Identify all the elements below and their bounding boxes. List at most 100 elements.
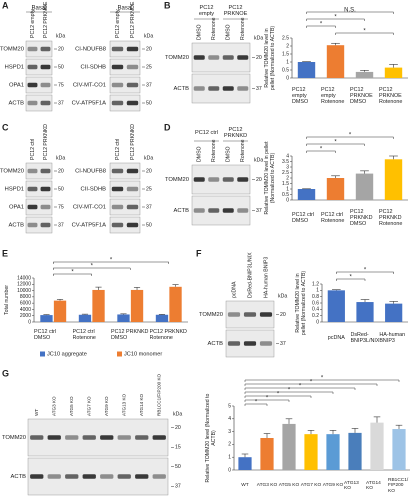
y-axis-label: Relative TOMM20 level (Normalized to ACT…	[205, 393, 217, 483]
blot-band	[111, 168, 124, 174]
y-tick-label: 0	[286, 75, 289, 81]
error-bar	[307, 430, 315, 435]
significance-label: *	[91, 264, 94, 270]
x-tick-label-box: RB1CC1/ FIP200 KO	[388, 478, 409, 494]
error-bar	[56, 299, 64, 301]
blot-band	[65, 474, 79, 479]
marker-label: 37	[146, 82, 152, 88]
kda-label: kDa	[56, 33, 65, 39]
significance-bracket	[306, 25, 336, 28]
blot-band	[111, 100, 124, 106]
x-tick-label: ATG3 KO	[256, 483, 278, 489]
x-tick-label-box: HA-human BNIP3	[379, 332, 405, 344]
bar	[297, 62, 316, 78]
blot-band	[27, 64, 38, 70]
marker-label: 37	[280, 341, 286, 347]
marker-label: 37	[175, 484, 181, 490]
lane-label: DMSO	[226, 146, 232, 162]
x-tick-label-box: PC12 PRKNOE Rotenone	[379, 87, 402, 105]
lane-label: Rotenone	[211, 139, 217, 162]
x-tick-label-box: PC12 ctrl DMSO	[292, 212, 314, 224]
lane-label: pcDNA	[231, 281, 237, 298]
blot-band	[27, 186, 38, 192]
x-tick-label: ATG14 KO	[366, 480, 381, 491]
blot-band	[193, 55, 205, 60]
blot-strip	[25, 40, 53, 58]
x-tick-label: ATG13 KO	[344, 480, 359, 491]
y-tick-label: 1	[286, 186, 289, 192]
blot-strip	[109, 198, 141, 216]
significance-bracket	[53, 267, 131, 270]
blot-band	[208, 177, 220, 182]
blot-band	[126, 186, 139, 192]
blot-band	[126, 204, 139, 210]
x-tick-label: WT	[241, 483, 249, 489]
x-tick-label: ATG9 KO	[322, 483, 344, 489]
lane-label: PC12 PRKNKD	[130, 124, 136, 160]
y-axis-label-box: Relative TOMM20 level in pellet (Normali…	[295, 270, 307, 336]
significance-bracket	[244, 391, 334, 394]
y-tick-label: 4	[228, 416, 231, 422]
x-tick-label-box: PC12 PRKNKD Rotenone	[150, 329, 187, 341]
bar	[348, 432, 362, 470]
error-bar	[329, 430, 337, 435]
bar	[92, 289, 105, 322]
significance-label: *	[349, 275, 352, 281]
x-tick-label: PC12 PRKNOE DMSO	[350, 87, 373, 105]
blot-strip	[25, 198, 53, 216]
x-tick-label: DsRed-BNIP3L/NIX	[350, 332, 380, 344]
blot-band	[30, 435, 44, 440]
bar	[117, 314, 130, 322]
blot-band	[126, 100, 139, 106]
marker-label: 20	[280, 312, 286, 318]
lane-label: DMSO	[226, 24, 232, 40]
marker-label: 20	[256, 55, 262, 61]
x-tick-label-box: PC12 PRKNKD DMSO	[350, 209, 372, 227]
bar	[356, 302, 374, 322]
group-label: PC12 PRKNOE	[223, 4, 248, 17]
blot-band	[117, 435, 131, 440]
blot-strip	[109, 94, 141, 112]
y-axis-label-box: Relative TOMM20 level (Normalized to ACT…	[205, 393, 217, 483]
significance-bracket	[335, 32, 394, 35]
blot-band	[27, 82, 38, 88]
y-tick-label: 0	[228, 467, 231, 473]
error-bar	[263, 433, 271, 438]
error-bar	[331, 42, 340, 46]
lane-label: PC12 empty	[30, 9, 36, 38]
x-tick-label: PC12 empty Rotenone	[321, 87, 345, 105]
y-axis-label: Relative TOMM20 level in pellet (Normali…	[295, 270, 307, 336]
x-tick-label: ATG7 KO	[300, 483, 322, 489]
blot-band	[111, 64, 124, 70]
protein-label: OPA1	[9, 205, 24, 211]
x-tick-label-box: PC12 ctrl DMSO	[34, 329, 56, 341]
blot-band	[126, 46, 139, 52]
protein-label: TOMM20	[165, 177, 189, 183]
marker-label: 20	[175, 425, 181, 431]
marker-label: 75	[58, 204, 64, 210]
marker-label: 37	[58, 222, 64, 228]
y-tick-label: 10000	[17, 288, 31, 294]
significance-label: *	[334, 15, 337, 21]
y-tick-label: 2.5	[282, 35, 289, 41]
blot-band	[126, 64, 139, 70]
significance-bracket	[306, 18, 365, 21]
lane-label: ATG5 KO	[69, 396, 74, 416]
x-tick-label: RB1CC1/ FIP200 KO	[388, 478, 409, 494]
protein-label: ACTB	[208, 341, 224, 347]
error-bar	[133, 287, 141, 290]
kda-label: kDa	[144, 33, 153, 39]
kda-label: kDa	[144, 155, 153, 161]
y-tick-label: 2.5	[282, 170, 289, 176]
marker-label: 50	[58, 186, 64, 192]
blot-strip	[25, 58, 53, 76]
blot-strip	[109, 162, 141, 180]
blot-band	[30, 474, 44, 479]
y-axis-label-box: Total number	[4, 285, 10, 315]
blot-strip	[109, 40, 141, 58]
y-tick-label: 2	[228, 442, 231, 448]
blot-band	[208, 86, 220, 91]
blot-band	[40, 46, 51, 52]
y-tick-label: 8000	[20, 294, 31, 300]
